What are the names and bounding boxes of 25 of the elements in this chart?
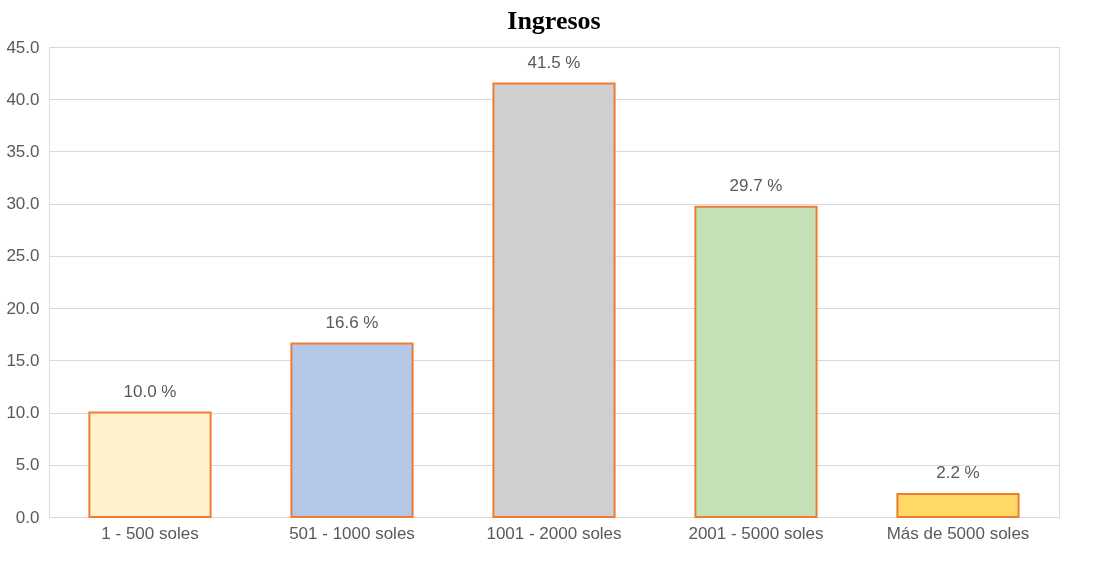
y-tick-label: 35.0 <box>6 141 40 161</box>
x-tick-label: 1 - 500 soles <box>101 523 199 543</box>
y-tick-label: 5.0 <box>15 455 40 475</box>
bar <box>88 411 212 518</box>
data-label: 10.0 % <box>123 381 177 401</box>
y-tick-label: 0.0 <box>15 507 40 527</box>
y-tick-label: 45.0 <box>6 37 40 57</box>
data-label: 41.5 % <box>527 52 581 72</box>
data-label: 29.7 % <box>729 175 783 195</box>
x-tick-label: 2001 - 5000 soles <box>688 523 824 543</box>
x-tick-label: Más de 5000 soles <box>886 523 1030 543</box>
y-tick-label: 20.0 <box>6 298 40 318</box>
x-tick-label: 1001 - 2000 soles <box>486 523 622 543</box>
chart-title: Ingresos <box>507 6 601 35</box>
bar <box>896 493 1020 518</box>
y-tick-label: 40.0 <box>6 89 40 109</box>
bar <box>290 342 414 518</box>
bar <box>694 205 818 518</box>
y-tick-label: 10.0 <box>6 403 40 423</box>
y-tick-label: 25.0 <box>6 246 40 266</box>
data-label: 16.6 % <box>325 312 379 332</box>
y-tick-label: 15.0 <box>6 350 40 370</box>
y-tick-label: 30.0 <box>6 194 40 214</box>
data-label: 2.2 % <box>936 463 980 483</box>
x-tick-label: 501 - 1000 soles <box>289 523 415 543</box>
